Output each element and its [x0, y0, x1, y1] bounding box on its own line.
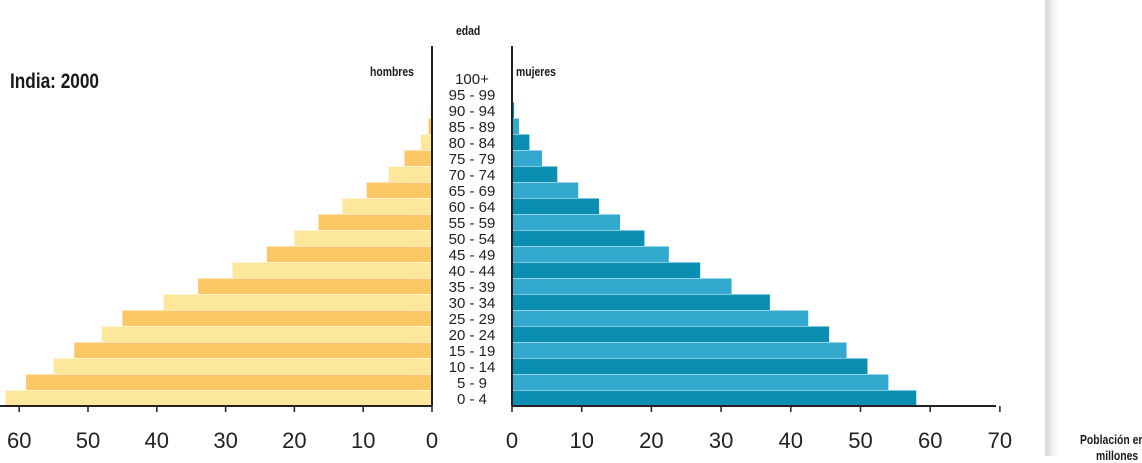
age-label: 65 - 69 [449, 183, 496, 200]
bar-mujeres-10-14 [512, 358, 868, 374]
bar-mujeres-40-44 [512, 262, 701, 278]
right-axis-tick-label: 0 [506, 428, 518, 453]
bar-mujeres-60-64 [512, 198, 600, 214]
bar-hombres-35-39 [198, 278, 432, 294]
bar-mujeres-90-94 [512, 102, 515, 118]
bar-hombres-30-34 [163, 294, 432, 310]
bar-hombres-60-64 [342, 198, 432, 214]
right-axis-tick-label: 20 [639, 428, 663, 453]
right-axis-tick-label: 10 [569, 428, 593, 453]
bar-mujeres-65-69 [512, 182, 579, 198]
age-label: 80 - 84 [449, 135, 496, 152]
left-axis-tick-label: 20 [282, 428, 306, 453]
left-axis-tick-label: 50 [76, 428, 100, 453]
age-label: 75 - 79 [449, 151, 496, 168]
bar-mujeres-25-29 [512, 310, 809, 326]
bar-mujeres-45-49 [512, 246, 669, 262]
age-axis-title: edad [456, 23, 481, 38]
right-axis-tick-label: 50 [848, 428, 872, 453]
bar-hombres-70-74 [388, 166, 432, 182]
axes-group [0, 46, 1001, 412]
age-label: 60 - 64 [449, 199, 496, 216]
left-axis-tick-label: 40 [145, 428, 169, 453]
bar-hombres-40-44 [232, 262, 432, 278]
bar-mujeres-35-39 [512, 278, 732, 294]
women-series-label: mujeres [516, 64, 556, 79]
bar-mujeres-70-74 [512, 166, 558, 182]
bar-mujeres-50-54 [512, 230, 645, 246]
bar-mujeres-80-84 [512, 134, 530, 150]
age-label: 50 - 54 [449, 231, 496, 248]
bar-hombres-75-79 [404, 150, 432, 166]
bar-hombres-65-69 [366, 182, 432, 198]
right-axis-tick-label: 40 [779, 428, 803, 453]
age-label: 85 - 89 [449, 119, 496, 136]
right-axis-tick-label: 60 [918, 428, 942, 453]
left-axis-tick-label: 30 [213, 428, 237, 453]
bar-mujeres-20-24 [512, 326, 830, 342]
bars-group [5, 70, 917, 406]
age-label: 20 - 24 [449, 327, 496, 344]
age-label: 25 - 29 [449, 311, 496, 328]
age-label: 45 - 49 [449, 247, 496, 264]
bar-mujeres-0-4 [512, 390, 917, 406]
bar-mujeres-85-89 [512, 118, 519, 134]
bar-hombres-5-9 [26, 374, 433, 390]
bar-hombres-80-84 [420, 134, 432, 150]
chart-title: India: 2000 [10, 70, 100, 93]
bar-hombres-55-59 [318, 214, 432, 230]
page-edge-shadow [1045, 0, 1059, 456]
bar-hombres-0-4 [5, 390, 432, 406]
bar-mujeres-55-59 [512, 214, 621, 230]
bar-mujeres-75-79 [512, 150, 542, 166]
bar-hombres-50-54 [294, 230, 432, 246]
age-label: 30 - 34 [449, 295, 496, 312]
x-axis-title-line1: Población en [1080, 432, 1142, 447]
age-label: 5 - 9 [457, 375, 487, 392]
bar-hombres-15-19 [74, 342, 433, 358]
right-axis-tick-label: 30 [709, 428, 733, 453]
right-axis-tick-label: 70 [988, 428, 1012, 453]
age-label: 0 - 4 [457, 391, 487, 408]
left-axis-tick-label: 10 [351, 428, 375, 453]
age-label: 70 - 74 [449, 167, 496, 184]
bar-hombres-45-49 [266, 246, 432, 262]
age-label: 55 - 59 [449, 215, 496, 232]
bar-hombres-85-89 [428, 118, 432, 134]
men-series-label: hombres [370, 64, 414, 79]
bar-mujeres-5-9 [512, 374, 889, 390]
bar-hombres-25-29 [122, 310, 433, 326]
bar-hombres-10-14 [53, 358, 432, 374]
left-axis-tick-label: 60 [7, 428, 31, 453]
bar-mujeres-30-34 [512, 294, 770, 310]
age-label: 15 - 19 [449, 343, 496, 360]
age-label: 95 - 99 [449, 87, 496, 104]
age-label: 40 - 44 [449, 263, 496, 280]
age-label: 35 - 39 [449, 279, 496, 296]
age-label: 90 - 94 [449, 103, 496, 120]
bar-mujeres-15-19 [512, 342, 847, 358]
left-axis-tick-label: 0 [426, 428, 438, 453]
tick-labels-group: 60 50 40 30 20 10 0 0 10 20 30 40 50 60 70 [7, 428, 1012, 453]
age-label: 10 - 14 [449, 359, 496, 376]
bar-hombres-20-24 [101, 326, 432, 342]
age-label: 100+ [455, 71, 489, 88]
